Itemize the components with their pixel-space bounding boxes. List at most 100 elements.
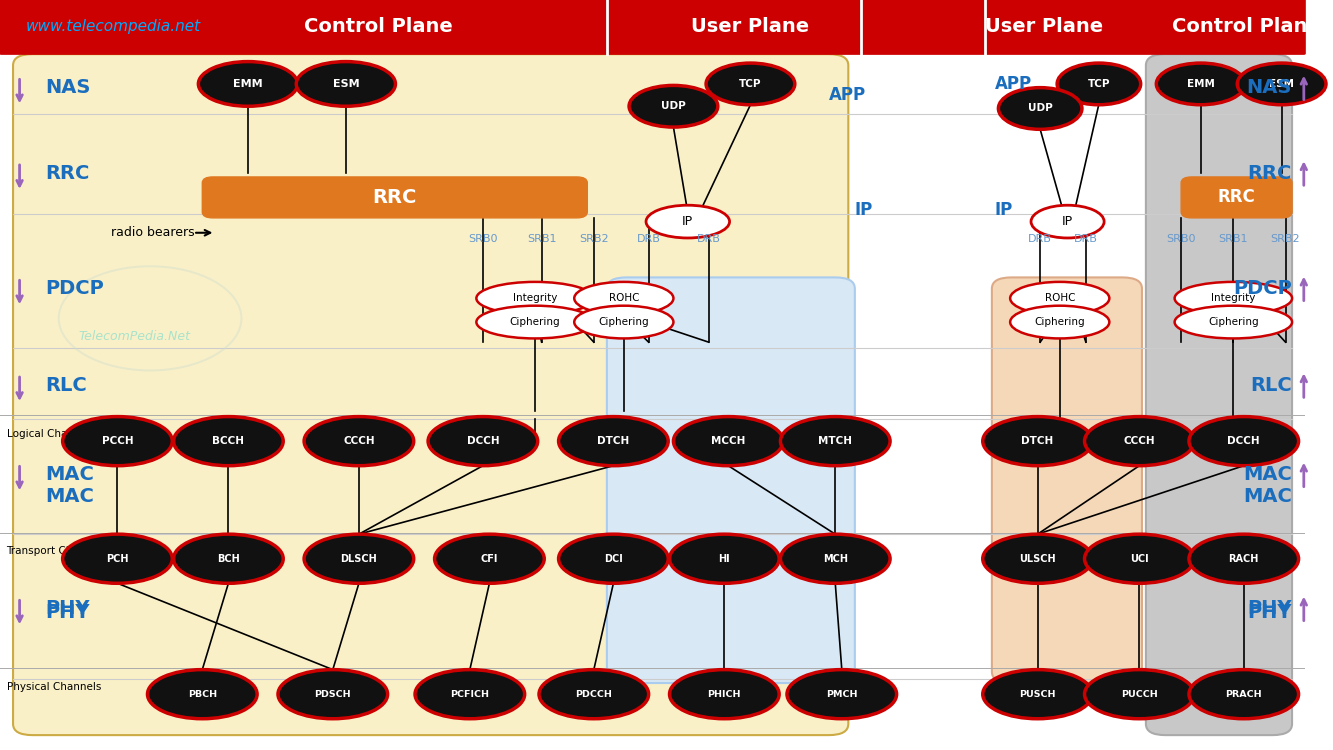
Text: APP: APP [994,75,1032,93]
FancyBboxPatch shape [992,278,1142,683]
Ellipse shape [415,670,525,718]
Ellipse shape [575,282,673,315]
Text: DCI: DCI [604,554,623,564]
Ellipse shape [476,306,593,338]
FancyBboxPatch shape [1146,54,1292,735]
Text: MAC: MAC [1244,465,1292,484]
Text: RRC: RRC [1248,164,1292,183]
Ellipse shape [647,206,729,238]
Ellipse shape [1010,306,1109,338]
Ellipse shape [1057,63,1141,105]
Text: MTCH: MTCH [818,436,852,446]
Ellipse shape [1156,63,1245,105]
Ellipse shape [559,416,668,466]
Text: CFI: CFI [481,554,499,564]
Text: ESM: ESM [332,79,359,89]
FancyBboxPatch shape [1181,177,1292,218]
Text: DCCH: DCCH [467,436,499,446]
Text: radio bearers: radio bearers [111,226,195,239]
Text: PHY: PHY [45,603,91,622]
Text: PDCP: PDCP [1233,279,1292,298]
Text: BCCH: BCCH [212,436,244,446]
Ellipse shape [428,416,537,466]
Ellipse shape [173,534,283,584]
Text: CCCH: CCCH [1124,436,1156,446]
Text: Ciphering: Ciphering [599,317,649,327]
Ellipse shape [1085,670,1194,718]
Ellipse shape [63,534,172,584]
Text: User Plane: User Plane [692,17,809,36]
Text: PMCH: PMCH [826,690,857,699]
Text: SRB2: SRB2 [1270,234,1301,244]
Text: SRB0: SRB0 [468,234,497,244]
Text: User Plane: User Plane [985,17,1104,36]
Text: DLSCH: DLSCH [340,554,377,564]
Ellipse shape [63,416,172,466]
Text: UCI: UCI [1130,554,1149,564]
Ellipse shape [1085,416,1194,466]
Text: ULSCH: ULSCH [1020,554,1056,564]
Ellipse shape [982,416,1092,466]
Text: EMM: EMM [1186,79,1214,89]
Ellipse shape [780,534,890,584]
Text: MAC: MAC [1244,488,1292,506]
Text: RRC: RRC [373,188,417,207]
Ellipse shape [1085,534,1194,584]
Text: UDP: UDP [661,101,685,111]
Text: Logical Channels: Logical Channels [7,429,95,439]
Text: MAC: MAC [45,488,95,506]
Text: SRB2: SRB2 [579,234,609,244]
Text: PHY: PHY [1248,599,1292,618]
Ellipse shape [296,62,396,106]
Ellipse shape [476,282,593,315]
Text: Physical Channels: Physical Channels [7,682,101,692]
Text: RACH: RACH [1229,554,1258,564]
Text: MAC: MAC [45,465,95,484]
Text: IP: IP [682,215,693,228]
Text: HI: HI [718,554,730,564]
Ellipse shape [199,62,297,106]
Ellipse shape [575,306,673,338]
Text: SRB1: SRB1 [1218,234,1248,244]
Text: ROHC: ROHC [609,293,639,303]
Text: PCH: PCH [107,554,129,564]
Text: RRC: RRC [45,164,91,183]
Text: UDP: UDP [1028,104,1053,113]
Text: APP: APP [829,86,866,104]
Text: DCCH: DCCH [1228,436,1260,446]
Text: NAS: NAS [1246,78,1292,98]
Text: www.telecompedia.net: www.telecompedia.net [27,19,201,34]
Text: DRB: DRB [1028,234,1052,244]
Text: TelecomPedia.Net: TelecomPedia.Net [79,331,191,344]
Ellipse shape [148,670,257,718]
Text: Control Plane: Control Plane [304,17,453,36]
Text: Ciphering: Ciphering [1034,317,1085,327]
Ellipse shape [1010,282,1109,315]
Ellipse shape [1189,416,1298,466]
Text: PRACH: PRACH [1225,690,1262,699]
Ellipse shape [982,534,1092,584]
Text: NAS: NAS [45,78,91,98]
FancyBboxPatch shape [0,0,1305,54]
Text: ROHC: ROHC [1045,293,1074,303]
Ellipse shape [1237,63,1326,105]
Text: RRC: RRC [1218,188,1256,206]
Text: PCFICH: PCFICH [451,690,489,699]
Text: RLC: RLC [45,376,88,394]
Ellipse shape [173,416,283,466]
Ellipse shape [279,670,388,718]
Text: Ciphering: Ciphering [509,317,560,327]
Text: DRB: DRB [697,234,721,244]
Ellipse shape [998,88,1082,129]
Text: Ciphering: Ciphering [1208,317,1258,327]
Ellipse shape [559,534,668,584]
Text: SRB1: SRB1 [527,234,556,244]
Text: Control Plane: Control Plane [1172,17,1321,36]
Text: Integrity: Integrity [1212,293,1256,303]
Ellipse shape [669,670,780,718]
Ellipse shape [786,670,897,718]
FancyBboxPatch shape [13,54,848,735]
Ellipse shape [780,416,890,466]
Text: MCH: MCH [822,554,848,564]
Text: EMM: EMM [233,79,263,89]
